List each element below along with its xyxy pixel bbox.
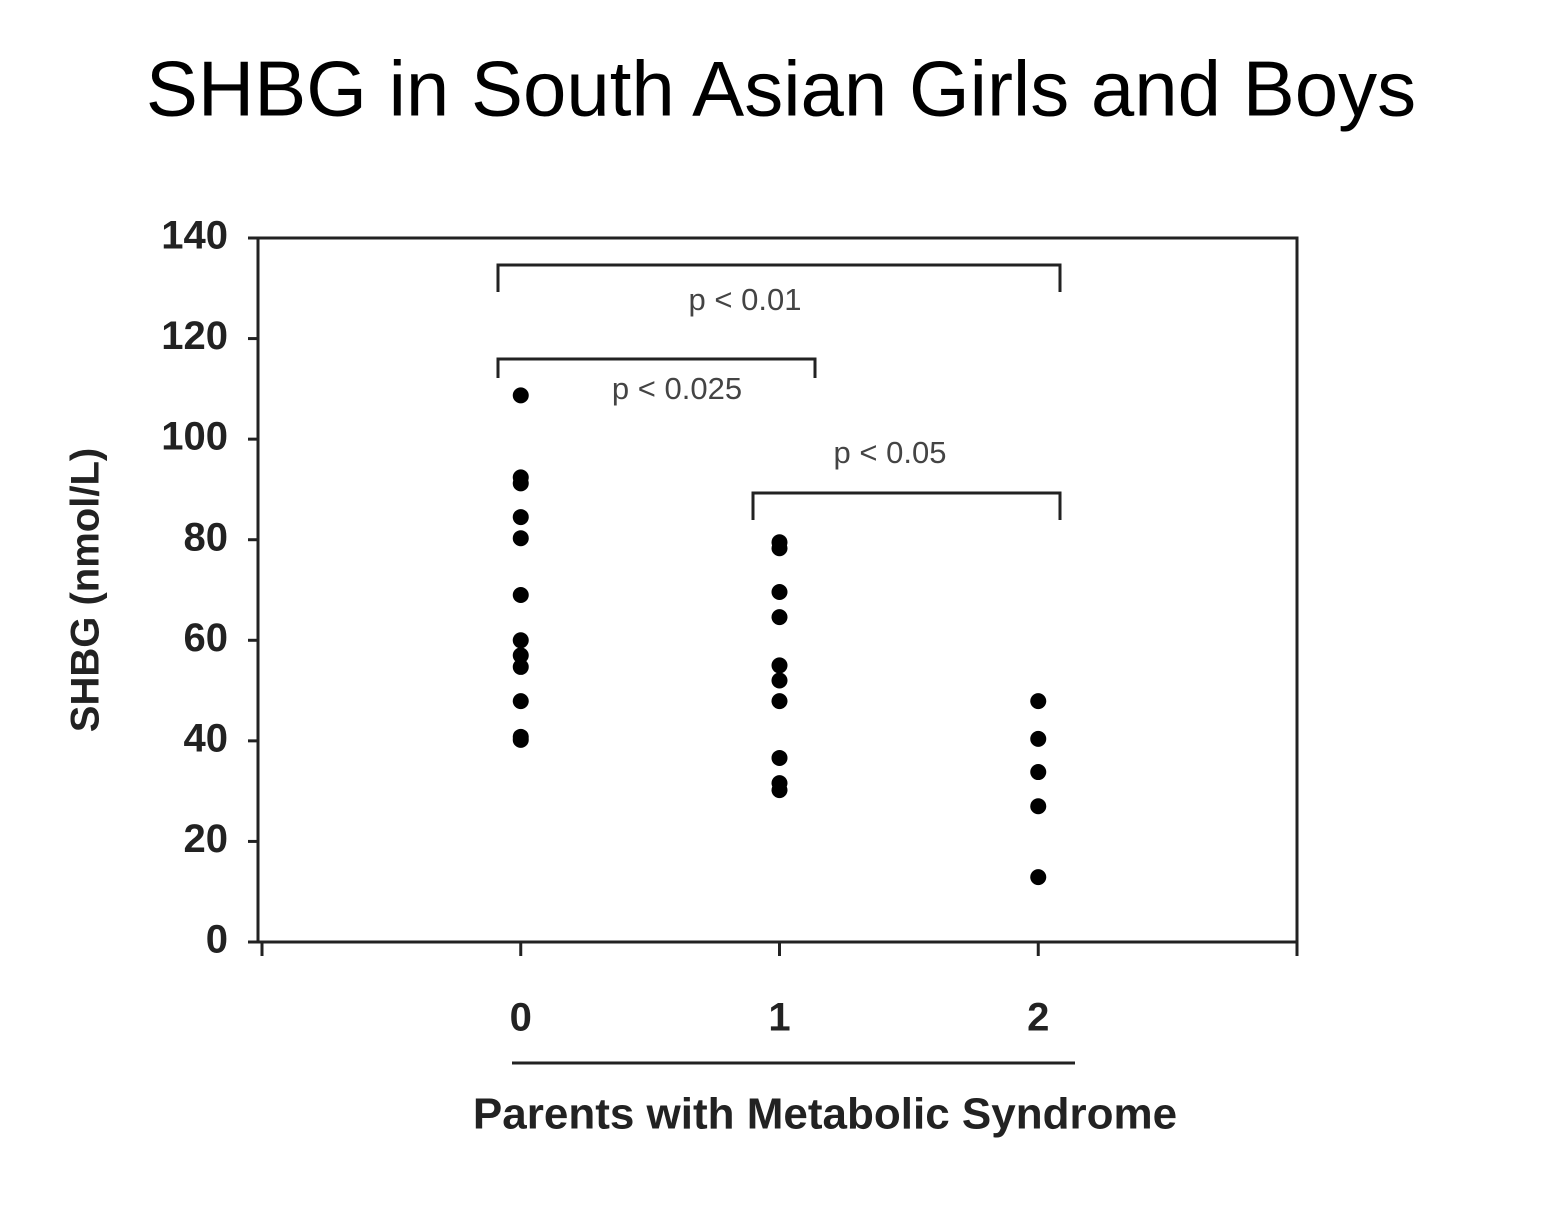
data-point — [512, 632, 529, 649]
data-point — [771, 782, 788, 799]
y-tick-label: 100 — [161, 415, 228, 459]
data-point — [771, 672, 788, 689]
y-tick-label: 40 — [184, 716, 229, 760]
y-tick-label: 140 — [161, 214, 228, 258]
data-point — [512, 693, 529, 710]
significance-bracket — [496, 263, 1062, 292]
data-point — [1030, 798, 1047, 815]
data-point — [771, 693, 788, 710]
data-point — [512, 587, 529, 604]
data-point — [771, 540, 788, 557]
data-point — [1030, 764, 1047, 781]
y-tick-label: 20 — [184, 817, 229, 861]
y-tick-label: 120 — [161, 314, 228, 358]
annotation: p < 0.025 — [612, 371, 742, 406]
x-tick-label: 0 — [510, 996, 532, 1040]
significance-bracket — [751, 491, 1062, 520]
significance-bracket — [496, 357, 817, 378]
data-point — [771, 609, 788, 626]
y-tick-label: 80 — [184, 515, 229, 559]
x-tick-label: 1 — [768, 996, 790, 1040]
data-point — [771, 584, 788, 601]
data-point — [512, 658, 529, 675]
data-point — [1030, 693, 1047, 710]
chart-title: SHBG in South Asian Girls and Boys — [146, 45, 1416, 133]
data-point — [512, 475, 529, 492]
data-point — [512, 647, 529, 664]
data-point — [512, 509, 529, 526]
y-tick-label: 0 — [206, 918, 228, 962]
data-point — [512, 530, 529, 547]
data-point — [512, 387, 529, 404]
plot-frame — [256, 236, 1299, 942]
data-point — [771, 749, 788, 766]
data-point — [512, 731, 529, 748]
data-point — [1030, 730, 1047, 747]
y-tick-label: 60 — [184, 616, 229, 660]
y-axis-label: SHBG (nmol/L) — [64, 448, 108, 732]
data-point — [1030, 869, 1047, 886]
x-axis-label: Parents with Metabolic Syndrome — [473, 1090, 1177, 1139]
annotation: p < 0.05 — [834, 435, 947, 470]
x-tick-label: 2 — [1027, 996, 1049, 1040]
data-point — [771, 657, 788, 674]
annotation: p < 0.01 — [689, 282, 802, 317]
